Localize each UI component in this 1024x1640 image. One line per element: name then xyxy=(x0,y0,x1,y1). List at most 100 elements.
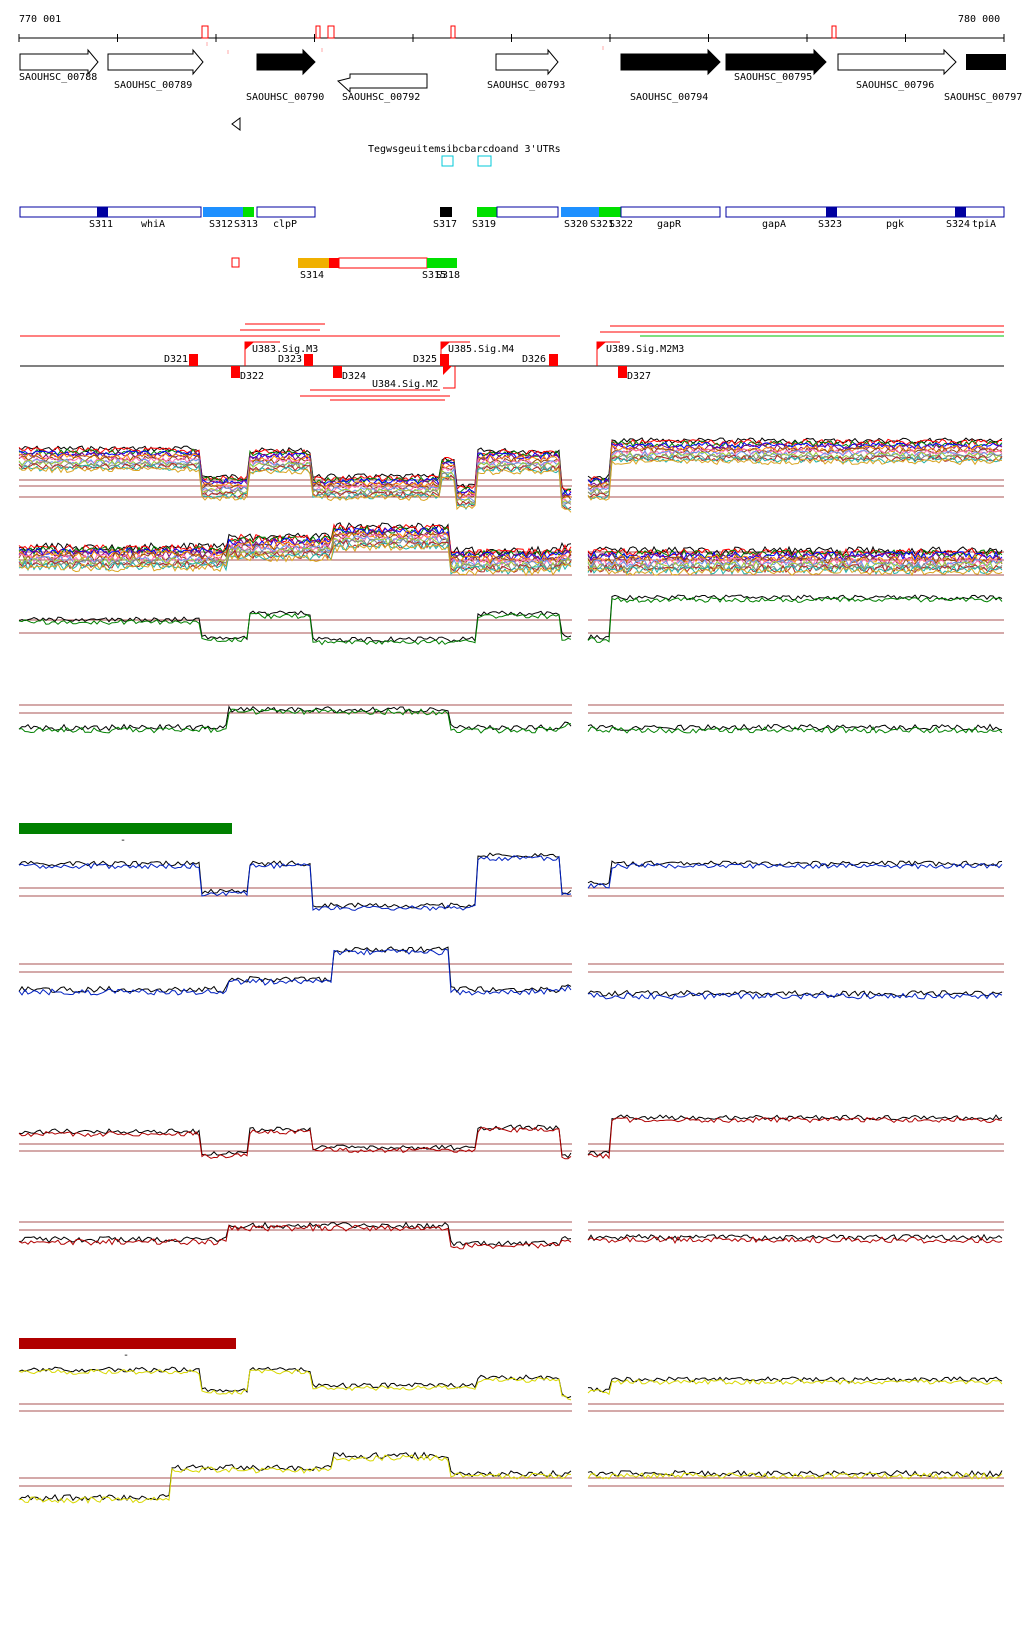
profile-trace xyxy=(18,453,572,500)
profile-trace xyxy=(587,454,1003,498)
profile-trace xyxy=(18,524,572,559)
profile-trace xyxy=(18,451,572,498)
profile-trace xyxy=(18,456,572,503)
breakpoint-label: D327 xyxy=(627,371,651,382)
upshift-label: U385.Sig.M4 xyxy=(448,344,514,355)
profile-trace xyxy=(587,453,1003,497)
gene-arrow[interactable]: SAOUHSC_00796 xyxy=(837,48,957,91)
profile-trace xyxy=(18,464,572,511)
utr-box xyxy=(441,155,454,167)
upshift-label: U384.Sig.M2 xyxy=(372,379,438,390)
profile-trace xyxy=(587,566,1003,577)
segment-label: S324 xyxy=(946,219,970,230)
profile-trace xyxy=(18,1224,572,1250)
breakpoint-label: D326 xyxy=(522,354,546,365)
profile-panel-blue-1 xyxy=(18,852,1004,912)
profile-trace xyxy=(587,1378,1003,1396)
profile-trace xyxy=(18,1221,572,1247)
profile-trace xyxy=(18,708,572,734)
gene-arrow[interactable]: SAOUHSC_00790 xyxy=(246,48,324,103)
breakpoint: D326 xyxy=(522,354,558,366)
breakpoint-label: D322 xyxy=(240,371,264,382)
profile-trace xyxy=(587,1233,1003,1242)
ruler-ticks xyxy=(18,34,1005,42)
upshift-marker: U385.Sig.M4 xyxy=(440,341,514,366)
segment-label: S315 xyxy=(422,270,446,281)
gene-label: SAOUHSC_00794 xyxy=(630,92,708,103)
breakpoint: D327 xyxy=(618,366,651,382)
gene-label: SAOUHSC_00795 xyxy=(734,72,812,83)
coordinate-ruler: 770 001 780 000 xyxy=(18,14,1005,54)
segment-label: S322 xyxy=(609,219,633,230)
profile-trace xyxy=(587,561,1003,572)
profile-trace xyxy=(587,444,1003,488)
legend-color-bar xyxy=(19,823,232,834)
profile-trace xyxy=(587,1236,1003,1244)
segment-block xyxy=(599,207,621,217)
segment-block xyxy=(427,258,457,268)
gene-label: SAOUHSC_00793 xyxy=(487,80,565,91)
segment-block xyxy=(440,207,452,217)
profile-trace xyxy=(18,1368,572,1401)
profile-panel-multi-1 xyxy=(18,437,1004,513)
gene-arrow[interactable]: SAOUHSC_00788 xyxy=(19,48,99,83)
profile-trace xyxy=(18,612,572,646)
profile-trace xyxy=(587,437,1003,480)
profile-trace xyxy=(587,860,1003,886)
upshift-label: U383.Sig.M3 xyxy=(252,344,318,355)
profile-trace xyxy=(18,542,572,577)
gene-arrow[interactable]: SAOUHSC_00792 xyxy=(336,73,428,103)
segment-outline xyxy=(338,257,428,269)
expression-profiles xyxy=(18,437,1004,1504)
profile-trace xyxy=(587,555,1003,566)
utr-track-label: Tegwsgeuitemsibcbarcdoand 3'UTRs xyxy=(368,144,561,155)
profile-trace xyxy=(587,448,1003,491)
segment-label: S313 xyxy=(234,219,258,230)
profile-trace xyxy=(587,1472,1003,1480)
segment-block xyxy=(203,207,243,217)
profile-trace xyxy=(587,596,1003,643)
segment-label: S319 xyxy=(472,219,496,230)
segment-label: whiA xyxy=(141,219,165,230)
profile-trace xyxy=(18,855,572,912)
segment-outline xyxy=(725,206,1005,218)
legend-bar-darkred: - xyxy=(19,1338,236,1361)
segment-block xyxy=(477,207,497,217)
profile-trace xyxy=(18,1451,572,1502)
profile-trace xyxy=(18,1126,572,1160)
ruler-red-mark xyxy=(327,25,335,39)
profile-panel-red-1 xyxy=(18,1114,1004,1160)
segment-label: S317 xyxy=(433,219,457,230)
red-outline-marker xyxy=(231,257,240,268)
profile-trace xyxy=(18,1454,572,1504)
upshift-marker: U383.Sig.M3 xyxy=(244,341,318,366)
profile-panel-yellow-1 xyxy=(18,1366,1004,1412)
segment-track: S311 whiA S312 S313 clpP S317 S319 S320 … xyxy=(19,206,1005,230)
segment-label: clpP xyxy=(273,219,297,230)
profile-panel-green-1 xyxy=(18,594,1004,646)
segment-label: pgk xyxy=(886,219,904,230)
segment-label: gapA xyxy=(762,219,786,230)
breakpoint: D322 xyxy=(231,366,264,382)
gene-arrow[interactable]: SAOUHSC_00794 xyxy=(620,48,721,103)
segment-label: S312 xyxy=(209,219,233,230)
segment-block xyxy=(97,207,108,217)
segment-outline xyxy=(496,206,559,218)
legend-tick: - xyxy=(120,835,126,846)
upshift-marker: U389.Sig.M2M3 xyxy=(596,341,684,366)
gene-arrow[interactable]: SAOUHSC_00789 xyxy=(107,48,204,91)
profile-trace xyxy=(587,723,1003,732)
ruler-red-marks xyxy=(201,25,837,54)
ruler-red-mark xyxy=(315,25,321,39)
gene-arrow[interactable]: SAOUHSC_00793 xyxy=(487,48,565,91)
segment-outline xyxy=(620,206,721,218)
profile-trace xyxy=(587,557,1003,568)
segment-label: S320 xyxy=(564,219,588,230)
profile-trace xyxy=(18,705,572,732)
legend-tick: - xyxy=(123,1350,129,1361)
upshift-marker: U384.Sig.M2 xyxy=(372,366,456,390)
gene-arrow[interactable]: SAOUHSC_00795 xyxy=(725,48,827,83)
gene-arrow[interactable]: SAOUHSC_00797 xyxy=(944,54,1022,103)
profile-trace xyxy=(587,440,1003,484)
gene-label: SAOUHSC_00797 xyxy=(944,92,1022,103)
